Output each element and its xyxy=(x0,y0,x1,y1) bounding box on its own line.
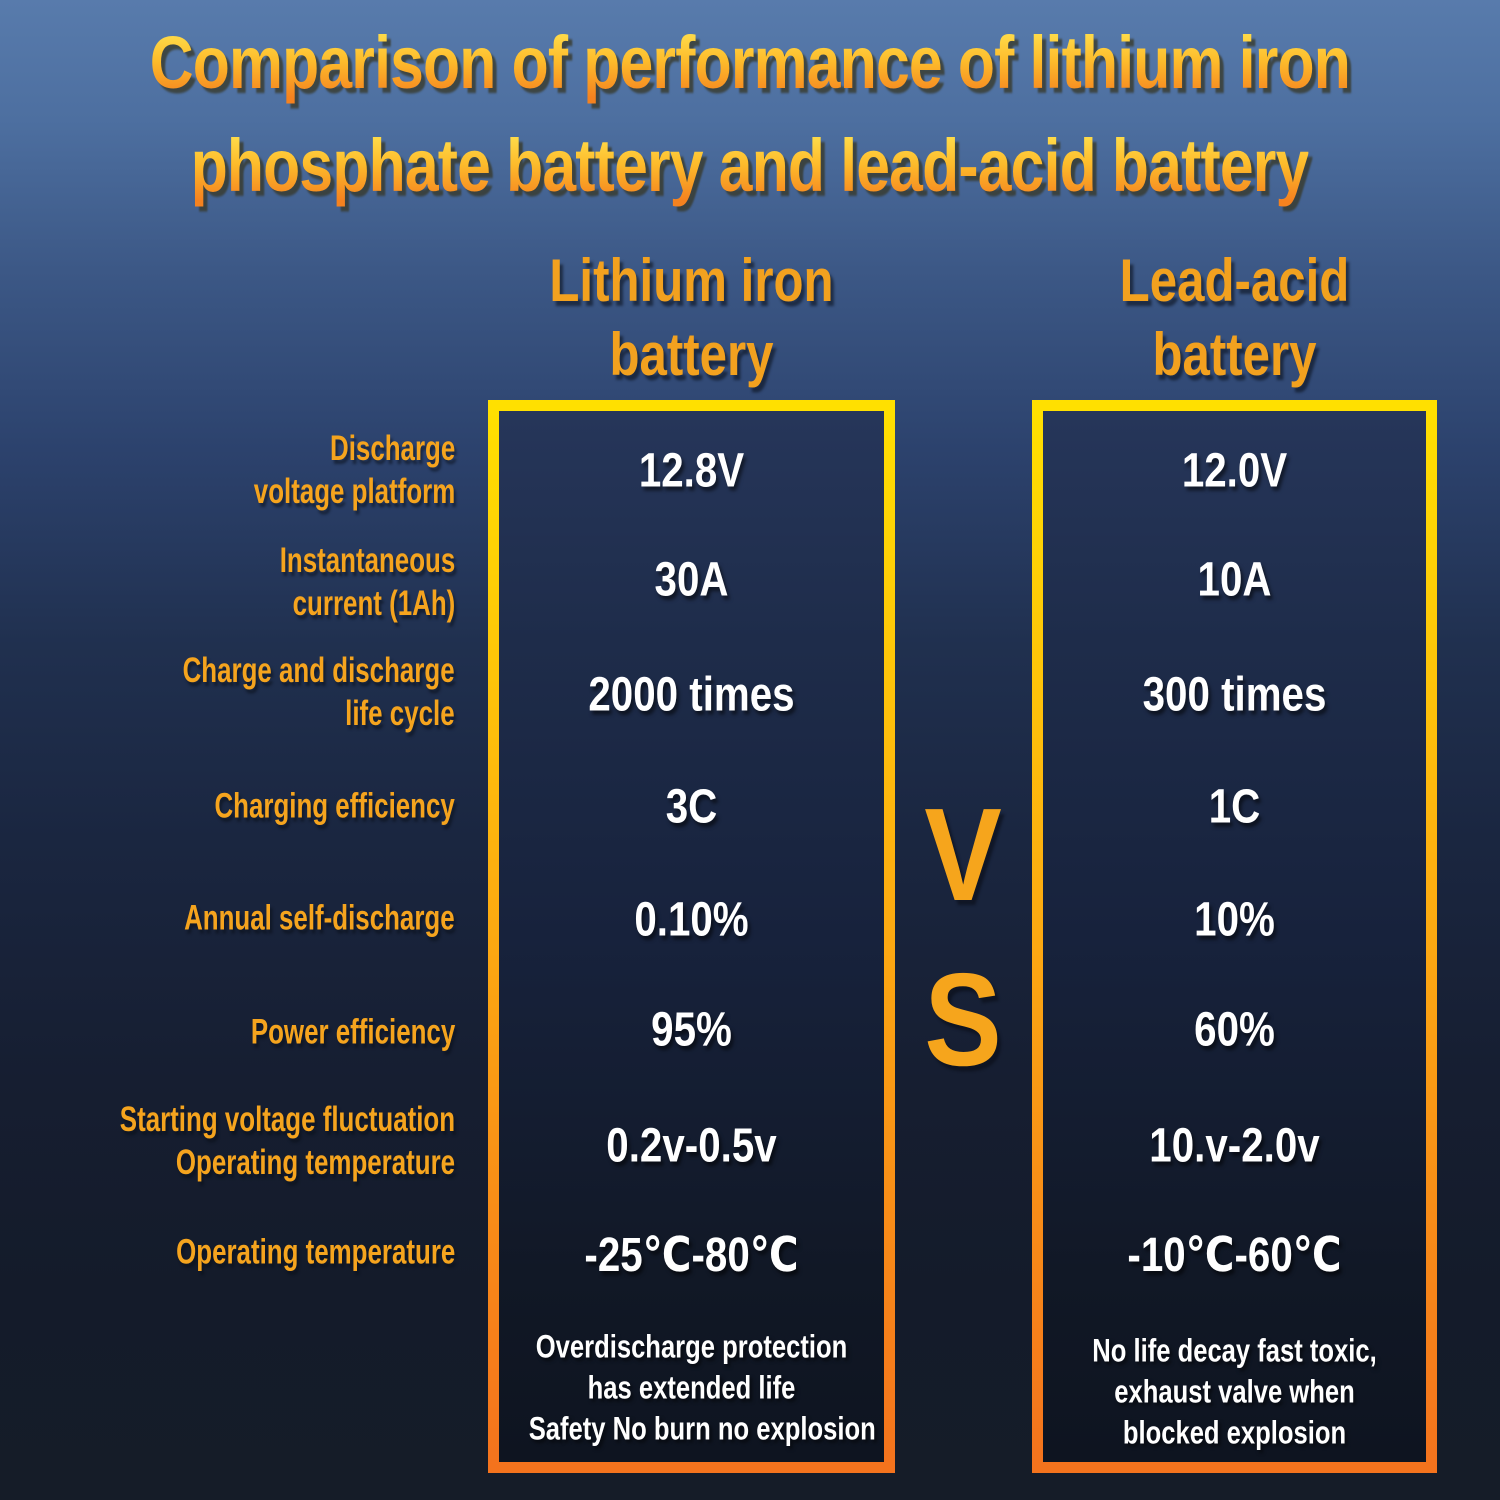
lead-value-self-discharge: 10% xyxy=(1194,893,1275,947)
lead-value-voltage-fluctuation: 10.v-2.0v xyxy=(1149,1119,1320,1173)
page-title: Comparison of performance of lithium iro… xyxy=(0,22,1500,228)
vs-divider: V S xyxy=(895,781,1032,1093)
lithium-note: Overdischarge protection has extended li… xyxy=(528,1327,876,1450)
row-label-discharge-voltage-platform: Discharge voltage platform xyxy=(254,427,455,513)
lead-acid-note-line: blocked explosion xyxy=(1122,1414,1347,1451)
lithium-column-box xyxy=(488,400,895,1473)
row-label-line: Instantaneous xyxy=(279,541,455,580)
column-header-lithium: Lithium iron battery xyxy=(488,244,895,392)
lithium-value-instantaneous-current: 30A xyxy=(654,553,729,607)
lithium-value-operating-temperature: -25℃-80℃ xyxy=(584,1229,799,1282)
row-label-line: Charge and discharge xyxy=(182,651,455,690)
lithium-note-line: Safety No burn no explosion xyxy=(528,1410,876,1447)
lead-value-life-cycle: 300 times xyxy=(1142,668,1327,722)
page-title-line-2: phosphate battery and lead-acid battery xyxy=(191,124,1310,207)
row-label-starting-voltage-fluctuation: Starting voltage fluctuation Operating t… xyxy=(120,1098,455,1184)
lead-value-charging-efficiency: 1C xyxy=(1208,780,1261,834)
row-label-line: voltage platform xyxy=(253,472,455,511)
row-label-line: Starting voltage fluctuation xyxy=(119,1100,455,1139)
row-label-line: Discharge xyxy=(329,429,455,468)
lead-value-discharge-voltage: 12.0V xyxy=(1181,444,1288,498)
column-header-lead-acid-line-1: Lead-acid xyxy=(1119,247,1350,314)
lithium-value-charging-efficiency: 3C xyxy=(665,780,718,834)
row-label-operating-temperature: Operating temperature xyxy=(176,1231,455,1274)
lead-acid-note-line: No life decay fast toxic, xyxy=(1092,1332,1377,1369)
column-header-lead-acid: Lead-acid battery xyxy=(1032,244,1437,392)
row-label-instantaneous-current: Instantaneous current (1Ah) xyxy=(279,539,455,625)
row-label-annual-self-discharge: Annual self-discharge xyxy=(184,897,455,940)
vs-letter-v: V xyxy=(924,781,1003,928)
page-title-line-1: Comparison of performance of lithium iro… xyxy=(149,21,1351,104)
row-label-power-efficiency: Power efficiency xyxy=(251,1011,455,1054)
lead-acid-column-box xyxy=(1032,400,1437,1473)
row-label-line: Operating temperature xyxy=(175,1143,455,1182)
row-label-line: Annual self-discharge xyxy=(184,898,455,938)
vs-letter-s: S xyxy=(924,946,1003,1093)
column-header-lithium-line-2: battery xyxy=(609,321,774,388)
row-label-line: Operating temperature xyxy=(175,1232,455,1272)
lithium-value-discharge-voltage: 12.8V xyxy=(638,444,745,498)
lead-value-power-efficiency: 60% xyxy=(1194,1003,1275,1057)
lithium-note-line: Overdischarge protection xyxy=(535,1328,848,1365)
row-label-line: Charging efficiency xyxy=(214,786,455,826)
lead-value-instantaneous-current: 10A xyxy=(1197,553,1272,607)
row-label-charging-efficiency: Charging efficiency xyxy=(215,785,455,828)
row-label-life-cycle: Charge and discharge life cycle xyxy=(183,649,455,735)
lead-value-operating-temperature: -10℃-60℃ xyxy=(1127,1229,1342,1282)
lead-acid-note-line: exhaust valve when xyxy=(1114,1373,1355,1410)
column-header-lead-acid-line-2: battery xyxy=(1152,321,1317,388)
lithium-value-life-cycle: 2000 times xyxy=(588,668,795,722)
lead-acid-note: No life decay fast toxic, exhaust valve … xyxy=(1073,1331,1397,1454)
row-label-line: Power efficiency xyxy=(250,1012,455,1052)
lithium-value-power-efficiency: 95% xyxy=(651,1003,732,1057)
row-label-line: current (1Ah) xyxy=(292,584,455,623)
lithium-value-self-discharge: 0.10% xyxy=(634,893,749,947)
column-header-lithium-line-1: Lithium iron xyxy=(549,247,834,314)
row-label-line: life cycle xyxy=(345,694,455,733)
lithium-note-line: has extended life xyxy=(587,1369,796,1406)
lithium-value-voltage-fluctuation: 0.2v-0.5v xyxy=(606,1119,777,1173)
